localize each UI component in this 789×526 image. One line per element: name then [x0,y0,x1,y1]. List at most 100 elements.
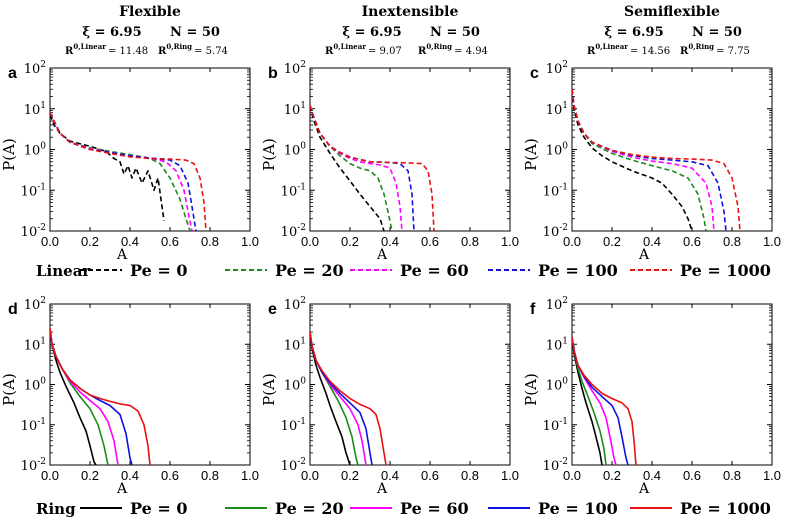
y-tick-exponent: 1 [562,101,568,111]
y-tick-label: 102 [284,296,306,313]
series-line-4 [572,337,637,465]
y-tick-base: 10 [24,298,41,313]
y-tick-base: 10 [24,144,41,159]
panel-f: f0.0 0.2 0.4 0.6 0.8 1.010-210-1100101102AP(A… [522,296,781,497]
rg-linear-symbol: R [587,46,596,57]
y-tick-exponent: 2 [40,60,46,70]
rg-ring-value: = 7.75 [716,46,750,57]
series-line-1 [50,112,191,231]
x-tick-label: 0.0 [41,234,59,249]
panel-letter: f [530,301,536,318]
y-tick-label: 101 [284,336,306,353]
panel-d: d0.0 0.2 0.4 0.6 0.8 1.010-210-1100101102AP(A… [0,296,259,497]
rg-ring: R0,Ring = 4.94 [418,42,488,57]
y-tick-label: 102 [546,60,568,77]
x-tick-label: 1.0 [501,468,519,483]
y-tick-base: 10 [546,338,563,353]
x-tick-label: 0.4 [121,234,139,249]
y-tick-label: 10-2 [543,457,568,474]
plot-frame [309,67,511,232]
plot-frame [49,303,251,466]
y-tick-exponent: 2 [562,60,568,70]
series-line-1 [572,337,607,465]
y-tick-label: 100 [284,377,307,394]
column-title: Flexible [119,4,181,20]
plot-frame [49,67,251,232]
rg-linear-value: = 11.48 [108,46,148,57]
n-value: N = 50 [430,25,480,40]
y-tick-base: 10 [281,184,298,199]
y-tick-exponent: -1 [37,417,46,427]
series-line-0 [310,332,351,465]
y-tick-exponent: -2 [559,223,568,233]
y-tick-base: 10 [543,419,560,434]
x-tick-label: 0.2 [603,468,621,483]
n-value: N = 50 [692,25,742,40]
series-group [310,331,387,465]
series-line-1 [572,89,707,231]
panel-letter: e [268,301,277,318]
series-line-2 [50,328,119,465]
x-tick-label: 0.0 [563,468,581,483]
y-tick-exponent: -2 [297,223,306,233]
y-tick-label: 10-2 [21,223,46,240]
ring-legend: Ring Pe = 0 Pe = 20 Pe = 60 Pe = 100 Pe = 100… [36,499,771,518]
linear-legend-title: Linear [36,262,91,280]
y-tick-label: 10-2 [281,223,306,240]
rg-ring-value: = 5.74 [194,46,228,57]
linear-legend-entry: Pe = 100 [538,261,618,280]
y-tick-base: 10 [284,62,301,77]
y-tick-label: 102 [24,60,46,77]
x-tick-label: 1.0 [241,468,259,483]
rg-linear: R0,Linear = 14.56 [587,42,670,57]
y-tick-exponent: 0 [300,142,306,152]
series-line-2 [572,89,715,231]
panel-letter: d [8,301,18,318]
y-tick-base: 10 [284,379,301,394]
series-line-0 [310,105,385,231]
rg-linear-value: = 14.56 [630,46,670,57]
y-tick-base: 10 [543,225,560,240]
y-tick-exponent: 1 [300,101,306,111]
x-tick-label: 0.0 [301,234,319,249]
x-tick-label: 0.6 [421,468,439,483]
series-line-2 [572,337,617,465]
y-tick-label: 102 [284,60,306,77]
y-tick-label: 10-2 [21,457,46,474]
y-axis-label: P(A) [260,373,278,406]
y-tick-label: 100 [24,377,47,394]
y-tick-exponent: -1 [297,417,306,427]
series-line-3 [50,328,133,465]
y-tick-exponent: 1 [40,101,46,111]
n-value: N = 50 [170,25,220,40]
series-group [50,328,151,465]
rg-linear-symbol: R [65,46,74,57]
x-tick-label: 0.8 [723,234,741,249]
y-tick-base: 10 [21,419,38,434]
y-tick-base: 10 [543,459,560,474]
series-line-3 [310,105,415,231]
ring-legend-entry: Pe = 1000 [680,499,771,518]
rg-linear-symbol: R [325,46,334,57]
y-tick-exponent: -1 [559,417,568,427]
y-tick-base: 10 [21,459,38,474]
series-line-3 [50,112,197,231]
y-tick-base: 10 [21,184,38,199]
y-tick-exponent: 1 [562,336,568,346]
x-tick-label: 0.0 [301,468,319,483]
x-tick-label: 0.6 [161,468,179,483]
y-tick-exponent: 0 [562,377,568,387]
y-tick-exponent: -2 [559,457,568,467]
series-group [572,89,741,231]
y-tick-base: 10 [546,144,563,159]
ring-legend-title: Ring [36,500,76,518]
y-tick-exponent: -1 [37,182,46,192]
x-tick-label: 0.2 [341,234,359,249]
x-axis-label: A [376,481,388,497]
y-tick-exponent: -1 [297,182,306,192]
xi-value: ξ = 6.95 [82,25,141,40]
y-tick-base: 10 [284,338,301,353]
